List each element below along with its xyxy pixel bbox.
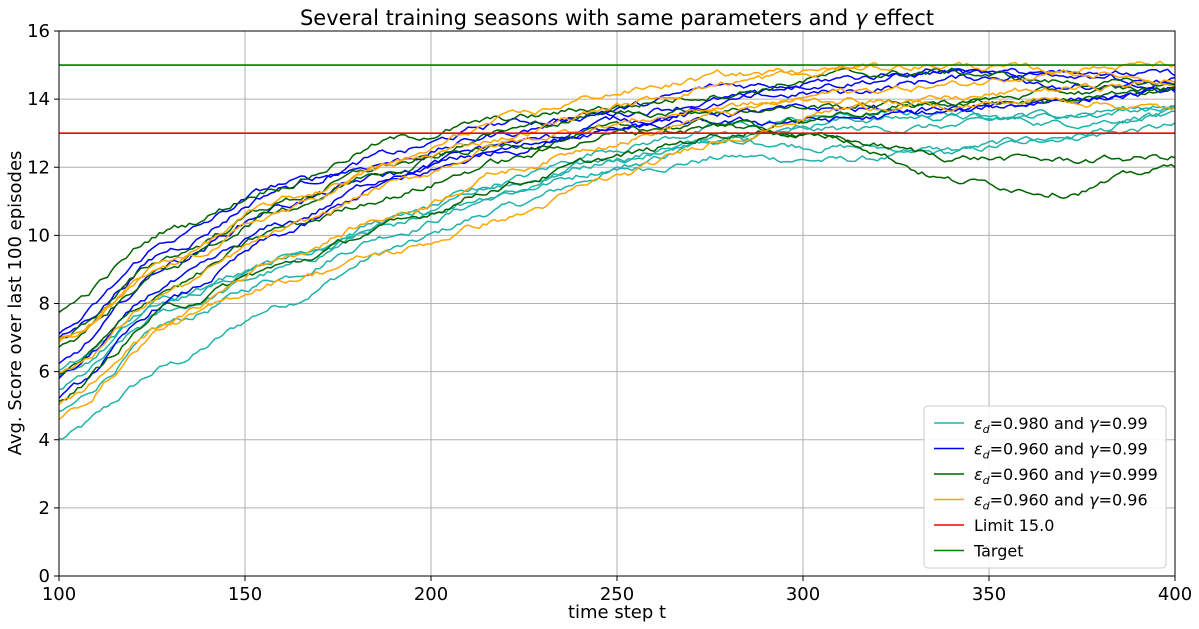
y-axis-label: Avg. Score over last 100 episodes <box>5 151 26 456</box>
series-line <box>59 84 1175 403</box>
y-tick-label: 8 <box>39 294 50 315</box>
series-line <box>59 86 1175 348</box>
series-line <box>59 106 1175 391</box>
series-line <box>59 104 1175 377</box>
x-tick-label: 400 <box>1158 584 1192 605</box>
series-line <box>59 96 1175 374</box>
legend-label: Target <box>973 542 1024 561</box>
series-line <box>59 123 1175 375</box>
x-tick-label: 250 <box>600 584 634 605</box>
y-tick-label: 6 <box>39 362 50 383</box>
series-line <box>59 61 878 343</box>
series-line <box>59 122 1175 440</box>
legend-label: Limit 15.0 <box>974 516 1054 535</box>
y-axis: 0 2 4 6 8 10 12 14 16 <box>27 21 59 587</box>
y-tick-label: 14 <box>27 89 50 110</box>
y-tick-label: 4 <box>39 430 50 451</box>
y-tick-label: 10 <box>27 225 50 246</box>
y-tick-label: 12 <box>27 157 50 178</box>
chart-title: Several training seasons with same param… <box>300 6 934 30</box>
series-line <box>59 86 1175 364</box>
x-tick-label: 300 <box>786 584 820 605</box>
series-line <box>59 61 1175 341</box>
legend-label: εd=0.960 and γ=0.999 <box>974 465 1158 487</box>
x-axis: 100 150 200 250 300 350 400 <box>42 576 1192 605</box>
legend-label: εd=0.980 and γ=0.99 <box>974 414 1148 436</box>
series-line <box>59 67 1175 314</box>
y-tick-label: 0 <box>39 566 50 587</box>
y-tick-label: 2 <box>39 498 50 519</box>
y-tick-label: 16 <box>27 21 50 42</box>
legend-label: εd=0.960 and γ=0.96 <box>974 491 1148 513</box>
series-line <box>59 67 1175 399</box>
x-tick-label: 100 <box>42 584 76 605</box>
legend-label: εd=0.960 and γ=0.99 <box>974 440 1148 462</box>
x-tick-label: 150 <box>228 584 262 605</box>
x-tick-label: 200 <box>414 584 448 605</box>
reference-lines <box>59 64 1175 134</box>
x-tick-label: 350 <box>972 584 1006 605</box>
series-line <box>59 60 1175 406</box>
series-layer <box>59 60 1175 440</box>
series-line <box>59 118 1175 339</box>
legend: εd=0.980 and γ=0.99 εd=0.960 and γ=0.99 εd… <box>923 405 1167 569</box>
series-line <box>59 104 1175 372</box>
x-axis-label: time step t <box>568 602 666 623</box>
legend-box <box>923 405 1167 569</box>
series-line <box>59 110 1175 413</box>
series-line <box>59 79 1175 420</box>
